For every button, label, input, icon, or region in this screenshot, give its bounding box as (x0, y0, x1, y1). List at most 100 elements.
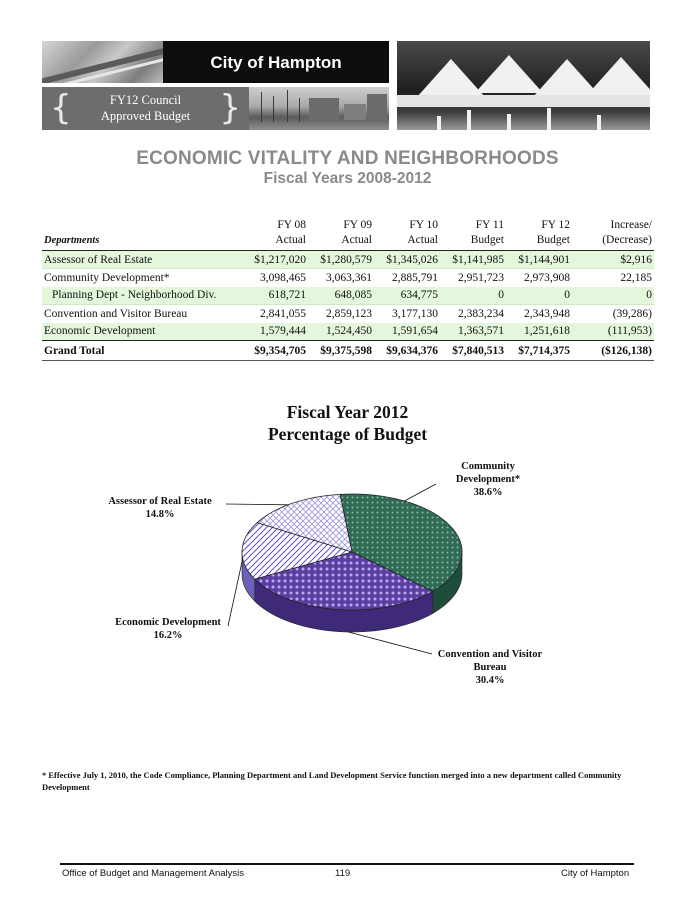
pavilion-photo (397, 41, 650, 130)
cell-fy12: 2,343,948 (524, 307, 570, 320)
footer-divider (60, 863, 634, 865)
slice-pct: 30.4% (475, 675, 505, 686)
slice-label-convention-bureau: Convention and Visitor Bureau 30.4% (428, 648, 552, 687)
slice-label-line: Assessor of Real Estate (108, 496, 212, 507)
pie-slice-economic-development (241, 522, 354, 580)
budget-label-line1: FY12 Council (109, 93, 182, 107)
footnote: * Effective July 1, 2010, the Code Compl… (42, 770, 622, 792)
cell-fy12: 2,973,908 (524, 271, 570, 284)
header-banner: City of Hampton { FY12 Council Approved … (42, 41, 650, 130)
budget-label-box: { FY12 Council Approved Budget } (42, 87, 249, 130)
cell-fy11: 2,383,234 (458, 307, 504, 320)
city-name: City of Hampton (163, 41, 389, 83)
footer-office: Office of Budget and Management Analysis (62, 868, 245, 879)
total-fy12: $7,714,375 (506, 340, 572, 361)
slice-pct: 38.6% (473, 487, 503, 498)
dept-name: Economic Development (42, 322, 238, 341)
col-header-departments: Departments (42, 233, 238, 251)
page-title: ECONOMIC VITALITY AND NEIGHBORHOODS (136, 148, 559, 169)
cell-fy11: $1,141,985 (440, 250, 506, 269)
leader-community-development (404, 483, 437, 502)
harbor-photo (249, 87, 389, 130)
header-row-bottom: Departments Actual Actual Actual Budget … (42, 233, 654, 251)
cell-change: (39,286) (612, 307, 652, 320)
slice-label-line: Development* (455, 474, 521, 485)
cell-fy12: 1,251,618 (506, 322, 572, 341)
cell-fy10: $1,345,026 (374, 250, 440, 269)
pie-slice-convention-bureau (253, 551, 434, 611)
total-fy09: $9,375,598 (308, 340, 374, 361)
cell-fy08: $1,217,020 (238, 250, 308, 269)
total-fy11: $7,840,513 (440, 340, 506, 361)
cell-change: 22,185 (620, 271, 652, 284)
cell-fy08: 618,721 (238, 286, 308, 305)
header-row-top: FY 08 FY 09 FY 10 FY 11 FY 12 Increase/ (42, 218, 654, 233)
pie-chart-svg (225, 483, 463, 655)
col-header-fy12: FY 12 (541, 219, 570, 231)
cell-fy09: $1,280,579 (308, 250, 374, 269)
dept-name: Assessor of Real Estate (42, 250, 238, 269)
table-row: Planning Dept - Neighborhood Div. 618,72… (42, 286, 654, 305)
total-label: Grand Total (42, 340, 238, 361)
cell-fy10: 2,885,791 (392, 271, 438, 284)
cell-fy09: 3,063,361 (326, 271, 372, 284)
dept-name: Community Development* (44, 271, 170, 284)
col-subheader-fy08: Actual (238, 233, 308, 251)
cell-fy09: 648,085 (308, 286, 374, 305)
cell-fy09: 1,524,450 (308, 322, 374, 341)
slice-pct: 16.2% (153, 630, 183, 641)
col-header-fy11: FY 11 (475, 219, 504, 231)
col-subheader-fy11: Budget (440, 233, 506, 251)
dept-name: Planning Dept - Neighborhood Div. (42, 286, 238, 305)
col-subheader-fy10: Actual (374, 233, 440, 251)
slice-label-line: Community (461, 461, 515, 472)
footer-city: City of Hampton (561, 868, 630, 879)
dept-name: Convention and Visitor Bureau (44, 307, 188, 320)
cell-fy08: 1,579,444 (238, 322, 308, 341)
chart-title: Fiscal Year 2012 (286, 402, 409, 422)
footer-page-number: 119 (335, 868, 351, 879)
table-row: Convention and Visitor Bureau 2,841,055 … (42, 305, 654, 323)
total-fy08: $9,354,705 (238, 340, 308, 361)
calculator-photo (42, 41, 163, 83)
cell-fy11: 1,363,571 (440, 322, 506, 341)
left-brace: { (50, 88, 72, 128)
col-header-fy09: FY 09 (343, 219, 372, 231)
slice-label-community-development: Community Development* 38.6% (428, 460, 548, 499)
budget-label: FY12 Council Approved Budget (72, 92, 219, 124)
slice-label-assessor: Assessor of Real Estate 14.8% (92, 495, 228, 521)
slice-label-line: Bureau (473, 662, 507, 673)
total-fy10: $9,634,376 (374, 340, 440, 361)
cell-fy10: 1,591,654 (374, 322, 440, 341)
col-subheader-fy12: Budget (506, 233, 572, 251)
grand-total-row: Grand Total $9,354,705 $9,375,598 $9,634… (42, 340, 654, 361)
chart-subtitle: Percentage of Budget (267, 424, 428, 444)
cell-fy10: 634,775 (374, 286, 440, 305)
page-subtitle: Fiscal Years 2008-2012 (263, 170, 432, 187)
cell-fy12: $1,144,901 (506, 250, 572, 269)
leader-assessor (225, 503, 289, 506)
slice-label-economic-development: Economic Development 16.2% (104, 616, 232, 642)
cell-change: $2,916 (572, 250, 654, 269)
slice-label-line: Convention and Visitor (437, 649, 543, 660)
budget-label-line2: Approved Budget (100, 109, 191, 123)
cell-fy09: 2,859,123 (326, 307, 372, 320)
cell-change: (111,953) (572, 322, 654, 341)
cell-fy08: 2,841,055 (260, 307, 306, 320)
budget-table: FY 08 FY 09 FY 10 FY 11 FY 12 Increase/ … (42, 218, 654, 361)
leader-economic-development (227, 557, 244, 627)
pie-chart: Community Development* 38.6% Convention … (0, 440, 695, 700)
total-change: ($126,138) (572, 340, 654, 361)
cell-fy10: 3,177,130 (392, 307, 438, 320)
pie-slice-assessor (256, 493, 353, 553)
col-header-fy08: FY 08 (277, 219, 306, 231)
table-row: Assessor of Real Estate $1,217,020 $1,28… (42, 250, 654, 269)
cell-fy11: 2,951,723 (458, 271, 504, 284)
cell-fy11: 0 (440, 286, 506, 305)
table-row: Economic Development 1,579,444 1,524,450… (42, 322, 654, 341)
right-brace: } (219, 88, 241, 128)
pie-slice-community-development (339, 493, 463, 592)
slice-pct: 14.8% (145, 509, 175, 520)
leader-convention-bureau (348, 631, 433, 655)
col-header-fy10: FY 10 (409, 219, 438, 231)
